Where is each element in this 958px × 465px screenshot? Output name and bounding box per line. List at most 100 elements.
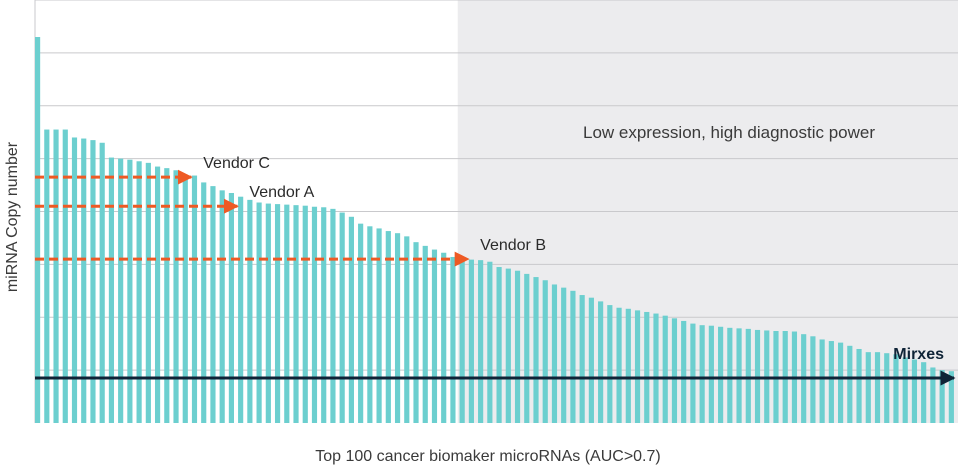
bar	[311, 206, 318, 423]
bar	[616, 307, 622, 423]
bar	[90, 140, 96, 423]
bar	[284, 204, 290, 423]
bar	[422, 245, 428, 423]
bar	[644, 311, 650, 423]
bar	[450, 256, 456, 423]
bar	[201, 182, 207, 423]
bar	[810, 336, 816, 423]
region-label: Low expression, high diagnostic power	[583, 123, 875, 142]
bar	[145, 162, 151, 424]
bar	[99, 142, 105, 423]
bar	[210, 186, 216, 423]
bar	[127, 159, 133, 423]
x-axis-label: Top 100 cancer biomaker microRNAs (AUC>0…	[315, 448, 660, 465]
bar	[727, 327, 733, 423]
bar	[570, 290, 576, 423]
bar	[745, 328, 751, 423]
bar	[856, 348, 862, 423]
bar	[718, 326, 724, 423]
bar	[884, 353, 890, 423]
bar	[948, 371, 954, 423]
bar	[228, 192, 234, 423]
threshold-label-vendor-c: Vendor C	[203, 155, 270, 172]
bar	[607, 305, 613, 423]
bar	[394, 233, 401, 423]
bar	[62, 129, 68, 423]
bar	[302, 205, 308, 423]
bar	[533, 277, 539, 423]
bar	[44, 129, 50, 423]
bar	[653, 313, 659, 423]
bar	[173, 170, 179, 423]
bar	[367, 226, 373, 423]
bar	[118, 158, 124, 423]
bar	[376, 228, 382, 423]
bar	[874, 352, 881, 423]
bar	[699, 325, 705, 423]
bar	[551, 284, 558, 423]
bar	[108, 157, 115, 423]
bar	[921, 362, 927, 423]
bar	[625, 308, 631, 423]
bar	[238, 196, 244, 423]
bar	[35, 37, 41, 423]
bar	[53, 129, 59, 423]
bar	[662, 315, 668, 423]
bar	[348, 216, 354, 423]
bar	[893, 354, 899, 423]
bar	[385, 231, 391, 423]
bar	[459, 259, 465, 423]
bar	[321, 207, 327, 423]
bar	[293, 205, 299, 423]
bar	[330, 208, 336, 423]
bar	[413, 242, 419, 423]
bar	[136, 161, 142, 424]
bar	[247, 199, 253, 423]
bar	[828, 341, 834, 423]
bar	[671, 318, 678, 423]
bar	[191, 175, 198, 423]
bar	[911, 359, 918, 423]
bar	[505, 268, 511, 423]
bar	[71, 137, 78, 423]
bar	[219, 190, 225, 423]
bar	[164, 168, 170, 423]
bar	[579, 295, 585, 423]
bar	[588, 297, 594, 423]
bar	[182, 174, 188, 423]
bar	[478, 260, 484, 423]
bar	[736, 328, 742, 423]
bar	[939, 370, 945, 423]
bar	[514, 270, 521, 423]
bar	[561, 287, 567, 423]
threshold-label-vendor-b: Vendor B	[480, 237, 546, 254]
bar	[902, 357, 908, 423]
bar	[487, 261, 493, 423]
thresholds: Vendor C Vendor A Vendor B Mirxes	[35, 155, 956, 386]
bar	[930, 367, 936, 423]
bar	[256, 202, 262, 423]
bar	[468, 259, 474, 423]
bar	[339, 212, 345, 423]
bar	[358, 223, 364, 423]
y-axis-label: miRNA Copy number	[4, 141, 21, 292]
bar	[274, 204, 281, 423]
bar	[681, 320, 687, 423]
bar	[154, 166, 161, 423]
threshold-label-mirxes: Mirxes	[893, 346, 944, 363]
bar	[690, 323, 696, 423]
threshold-label-vendor-a: Vendor A	[249, 184, 314, 201]
bar	[708, 325, 714, 423]
bar	[754, 329, 761, 423]
bar	[81, 138, 87, 423]
bar	[847, 345, 853, 423]
bar	[441, 252, 447, 423]
bar	[431, 249, 438, 423]
bar	[496, 267, 502, 423]
bar	[542, 280, 548, 423]
bar	[819, 339, 825, 423]
bar	[634, 310, 641, 423]
bar	[865, 352, 871, 423]
